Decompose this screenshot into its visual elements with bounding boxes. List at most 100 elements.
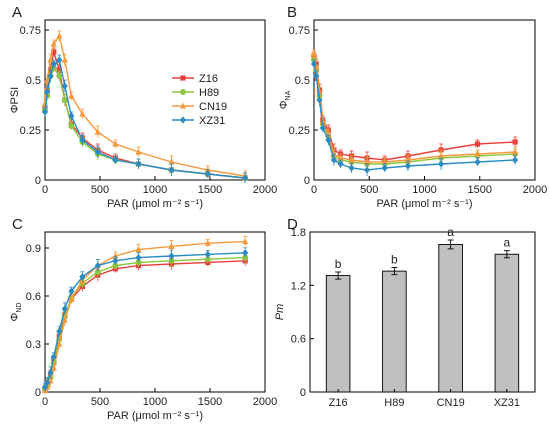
data-point-xz31 [319,124,326,132]
legend-label-xz31: XZ31 [199,115,225,127]
y-tick-label-C: 0.3 [26,339,41,351]
data-point-cn19 [363,158,371,165]
data-point-cn19 [474,150,481,157]
data-point-z16 [512,139,518,145]
panel-letter-c: C [12,216,23,233]
data-point-xz31 [325,136,332,144]
data-point-xz31 [310,60,318,68]
x-tick-label-z16: Z16 [329,397,348,409]
series-line-xz31 [44,252,246,388]
data-point-cn19 [50,40,57,47]
data-point-cn19 [47,56,54,63]
bar-h89 [382,270,407,393]
y-axis-label-D: Pm [274,304,286,321]
series-line-h89 [313,59,516,165]
data-point-cn19 [204,166,211,173]
data-point-h89 [68,123,75,129]
x-tick-label-B: 1000 [412,184,436,196]
data-point-xz31 [512,156,519,164]
data-point-h89 [204,256,211,263]
plot-frame-D [309,231,536,393]
data-point-cn19 [61,316,68,323]
data-point-h89 [94,269,101,275]
data-point-xz31 [44,378,51,386]
y-tick-label-D: 0 [300,387,306,399]
data-point-xz31 [168,166,175,174]
y-axis-label-A: ΦPSI [9,87,21,114]
data-point-xz31 [61,305,68,313]
series-xz31-B [310,59,519,176]
data-point-xz31 [50,353,57,361]
series-z16-B [311,51,518,164]
data-point-xz31 [135,254,142,262]
data-point-cn19 [79,110,86,117]
legend-marker-h89 [180,89,186,95]
x-tick-label-C: 0 [42,396,48,408]
data-point-xz31 [112,257,119,265]
legend-label-z16: Z16 [199,73,218,85]
data-point-xz31 [68,287,75,295]
data-point-cn19 [68,295,75,302]
data-point-cn19 [319,118,326,125]
data-point-cn19 [50,364,57,371]
data-point-xz31 [68,112,75,120]
data-point-cn19 [68,92,75,99]
data-point-cn19 [512,148,519,155]
series-cn19-C [41,236,249,395]
data-point-xz31 [404,162,412,170]
data-point-xz31 [41,383,49,391]
x-axis-label-A: PAR (μmol m⁻² s⁻¹) [107,198,203,210]
data-point-cn19 [168,158,175,165]
data-point-xz31 [204,170,211,178]
data-point-xz31 [363,166,371,174]
plot-frame-C [44,231,266,393]
y-tick-label-B: 0.75 [289,25,310,37]
data-point-xz31 [56,56,63,64]
data-point-xz31 [47,369,54,377]
y-tick-label-D: 0.6 [291,334,306,346]
y-tick-label-A: 0 [35,175,41,187]
data-point-cn19 [41,100,49,107]
data-point-xz31 [437,160,445,168]
data-point-xz31 [79,136,86,144]
bar-z16 [325,275,351,393]
y-axis-label-C: ΦND [9,303,23,322]
data-point-cn19 [135,246,142,253]
y-tick-label-A: 0.75 [20,25,41,37]
data-point-cn19 [310,50,318,57]
x-tick-label-A: 1500 [198,184,222,196]
legend-label-cn19: CN19 [199,101,227,113]
x-tick-label-B: 500 [360,184,378,196]
y-axis-label-B: ΦNA [278,90,292,109]
data-point-cn19 [135,148,142,155]
x-tick-label-xz31: XZ31 [494,397,520,409]
data-point-xz31 [330,156,337,164]
y-tick-label-B: 0 [304,175,310,187]
x-tick-label-A: 1000 [143,184,167,196]
x-tick-label-C: 1000 [143,396,167,408]
x-tick-label-C: 2000 [253,396,277,408]
data-point-cn19 [242,238,249,245]
x-tick-label-C: 1500 [198,396,222,408]
data-point-cn19 [56,340,63,347]
x-tick-label-A: 500 [91,184,109,196]
x-tick-label-h89: H89 [384,397,404,409]
y-tick-label-D: 1.8 [291,227,306,239]
y-tick-label-C: 0.6 [26,291,41,303]
data-point-z16 [474,141,481,147]
series-line-cn19 [44,240,246,391]
y-tick-label-A: 0.5 [26,75,41,87]
y-tick-label-B: 0.5 [295,75,310,87]
series-line-cn19 [313,53,516,163]
y-tick-label-C: 0 [35,387,41,399]
data-point-cn19 [94,128,101,135]
x-tick-label-cn19: CN19 [437,397,465,409]
data-point-xz31 [348,164,355,172]
panel-letter-b: B [287,4,297,21]
data-point-xz31 [337,160,344,168]
data-point-xz31 [94,262,101,270]
legend-marker-z16 [180,75,186,81]
panel-letter-a: A [12,4,22,21]
significance-letter-xz31: a [504,236,511,250]
